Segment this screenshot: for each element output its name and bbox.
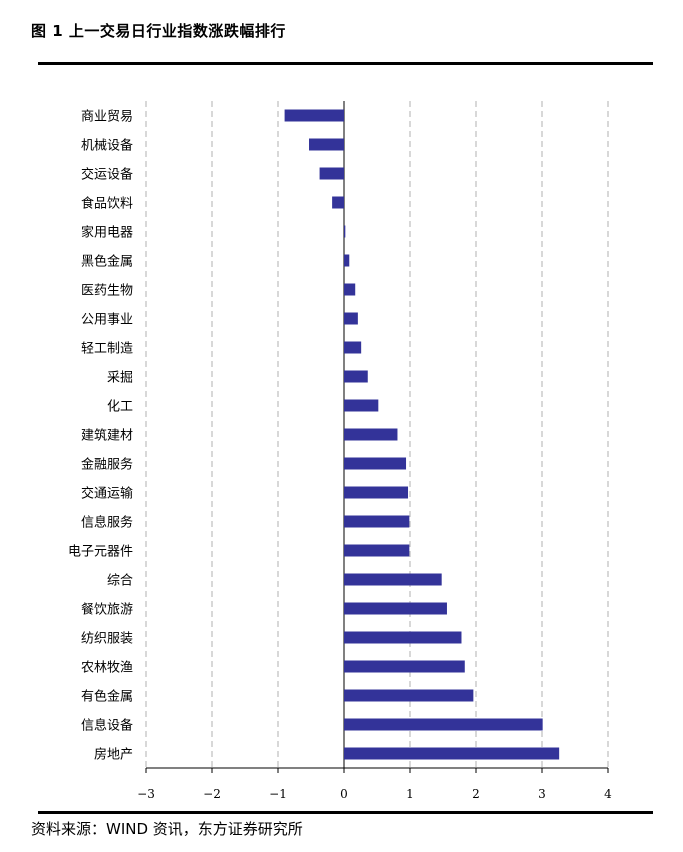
bar — [344, 225, 346, 238]
category-label: 有色金属 — [81, 689, 133, 705]
category-label: 农林牧渔 — [81, 661, 133, 676]
bar — [344, 428, 398, 441]
grid-lines — [145, 101, 609, 768]
bar — [344, 370, 368, 383]
category-label: 轻工制造 — [81, 342, 133, 357]
bar — [344, 689, 474, 702]
figure-title: 图 1 上一交易日行业指数涨跌幅排行 — [31, 22, 286, 40]
bar — [344, 341, 362, 354]
source-note: 资料来源：WIND 资讯，东方证券研究所 — [31, 820, 303, 838]
bar — [344, 515, 410, 528]
bar — [344, 544, 410, 557]
x-tick-label: −3 — [137, 787, 155, 801]
bottom-rule — [38, 811, 653, 814]
category-label: 食品饮料 — [81, 196, 133, 212]
category-label: 公用事业 — [81, 313, 133, 328]
bar — [344, 631, 462, 644]
category-label: 交通运输 — [81, 486, 133, 502]
x-tick-label: 2 — [472, 787, 480, 801]
bar — [344, 283, 356, 296]
category-label: 信息设备 — [81, 718, 133, 734]
bar — [344, 573, 442, 586]
x-tick-label: 3 — [538, 787, 546, 801]
x-tick-label: −1 — [269, 787, 287, 801]
category-label: 信息服务 — [81, 515, 133, 531]
bar — [344, 718, 543, 731]
category-label: 房地产 — [94, 747, 133, 763]
category-labels: 商业贸易机械设备交运设备食品饮料家用电器黑色金属医药生物公用事业轻工制造采掘化工… — [68, 110, 133, 763]
bar — [284, 109, 344, 122]
bars — [284, 109, 560, 760]
bar — [344, 457, 407, 470]
category-label: 纺织服装 — [81, 632, 133, 647]
bar — [344, 602, 447, 615]
category-label: 电子元器件 — [68, 545, 133, 560]
x-tick-label: 4 — [604, 787, 612, 801]
category-label: 采掘 — [107, 371, 133, 386]
bar — [344, 486, 409, 499]
top-rule — [38, 62, 653, 65]
bar — [344, 399, 379, 412]
x-axis: −3 −2 −1 0 1 2 3 4 — [137, 767, 612, 801]
category-label: 交运设备 — [81, 167, 133, 183]
category-label: 餐饮旅游 — [81, 602, 133, 618]
category-label: 机械设备 — [81, 138, 133, 154]
bar — [319, 167, 344, 180]
x-tick-label: 0 — [340, 787, 348, 801]
bar — [344, 747, 560, 760]
category-label: 医药生物 — [81, 284, 133, 299]
x-tick-label: −2 — [203, 787, 221, 801]
category-label: 黑色金属 — [81, 254, 133, 270]
category-label: 建筑建材 — [81, 428, 133, 444]
bar — [344, 254, 350, 267]
x-tick-label: 1 — [406, 787, 414, 801]
bar — [309, 138, 344, 151]
category-label: 综合 — [107, 574, 133, 589]
category-label: 化工 — [107, 400, 133, 415]
category-label: 商业贸易 — [81, 110, 133, 125]
category-label: 金融服务 — [81, 457, 133, 473]
bar — [344, 312, 358, 325]
category-label: 家用电器 — [81, 225, 133, 241]
bar — [332, 196, 344, 209]
bar — [344, 660, 465, 673]
